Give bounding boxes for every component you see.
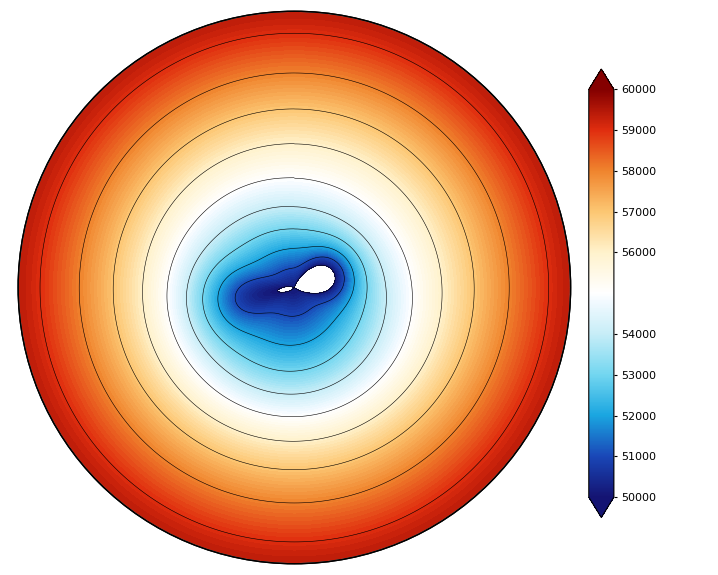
Point: [289, 283, 300, 292]
Point: [289, 283, 300, 292]
Point: [289, 283, 300, 292]
Point: [289, 283, 300, 292]
Point: [289, 283, 300, 292]
Point: [289, 283, 300, 292]
Point: [289, 283, 300, 292]
Point: [289, 283, 300, 292]
Point: [289, 283, 300, 292]
Point: [289, 283, 300, 292]
Point: [289, 283, 300, 292]
Point: [289, 283, 300, 292]
Point: [289, 283, 300, 292]
Point: [289, 283, 300, 292]
Point: [289, 283, 300, 292]
Point: [289, 283, 300, 292]
Point: [289, 283, 300, 292]
Point: [289, 283, 300, 292]
Point: [289, 283, 300, 292]
Point: [289, 283, 300, 292]
Point: [289, 283, 300, 292]
Point: [289, 283, 300, 292]
Point: [289, 283, 300, 292]
Point: [289, 283, 300, 292]
Point: [289, 283, 300, 292]
Point: [289, 283, 300, 292]
Point: [289, 283, 300, 292]
Point: [289, 283, 300, 292]
Point: [289, 283, 300, 292]
Point: [289, 283, 300, 292]
Point: [289, 283, 300, 292]
Point: [289, 283, 300, 292]
Point: [289, 283, 300, 292]
Point: [289, 283, 300, 292]
Point: [289, 283, 300, 292]
Point: [289, 283, 300, 292]
Point: [289, 283, 300, 292]
Point: [289, 283, 300, 292]
Point: [289, 283, 300, 292]
Point: [289, 283, 300, 292]
Point: [289, 283, 300, 292]
Point: [289, 283, 300, 292]
Point: [289, 283, 300, 292]
Point: [289, 283, 300, 292]
Point: [289, 283, 300, 292]
Point: [289, 283, 300, 292]
Point: [289, 283, 300, 292]
Point: [289, 283, 300, 292]
Point: [289, 283, 300, 292]
Point: [289, 283, 300, 292]
Point: [289, 283, 300, 292]
Point: [289, 283, 300, 292]
Point: [289, 283, 300, 292]
Point: [289, 283, 300, 292]
Point: [289, 283, 300, 292]
Point: [289, 283, 300, 292]
Point: [289, 283, 300, 292]
Point: [289, 283, 300, 292]
Point: [289, 283, 300, 292]
Point: [289, 283, 300, 292]
Point: [289, 283, 300, 292]
Point: [289, 283, 300, 292]
Point: [289, 283, 300, 292]
Point: [289, 283, 300, 292]
Point: [289, 283, 300, 292]
PathPatch shape: [589, 69, 614, 89]
Point: [289, 283, 300, 292]
Point: [289, 283, 300, 292]
Point: [289, 283, 300, 292]
Point: [289, 283, 300, 292]
Point: [289, 283, 300, 292]
Point: [289, 283, 300, 292]
Point: [289, 283, 300, 292]
Point: [289, 283, 300, 292]
Point: [289, 283, 300, 292]
Point: [289, 283, 300, 292]
Point: [289, 283, 300, 292]
Point: [289, 283, 300, 292]
Point: [289, 283, 300, 292]
Point: [289, 283, 300, 292]
Point: [289, 283, 300, 292]
Point: [289, 283, 300, 292]
Point: [289, 283, 300, 292]
Point: [289, 283, 300, 292]
Point: [289, 283, 300, 292]
Point: [289, 283, 300, 292]
Point: [289, 283, 300, 292]
Point: [289, 283, 300, 292]
Point: [289, 283, 300, 292]
Point: [289, 283, 300, 292]
PathPatch shape: [589, 497, 614, 518]
Point: [289, 283, 300, 292]
Point: [289, 283, 300, 292]
Point: [289, 283, 300, 292]
Point: [289, 283, 300, 292]
Point: [289, 283, 300, 292]
Point: [289, 283, 300, 292]
Point: [289, 283, 300, 292]
Point: [289, 283, 300, 292]
